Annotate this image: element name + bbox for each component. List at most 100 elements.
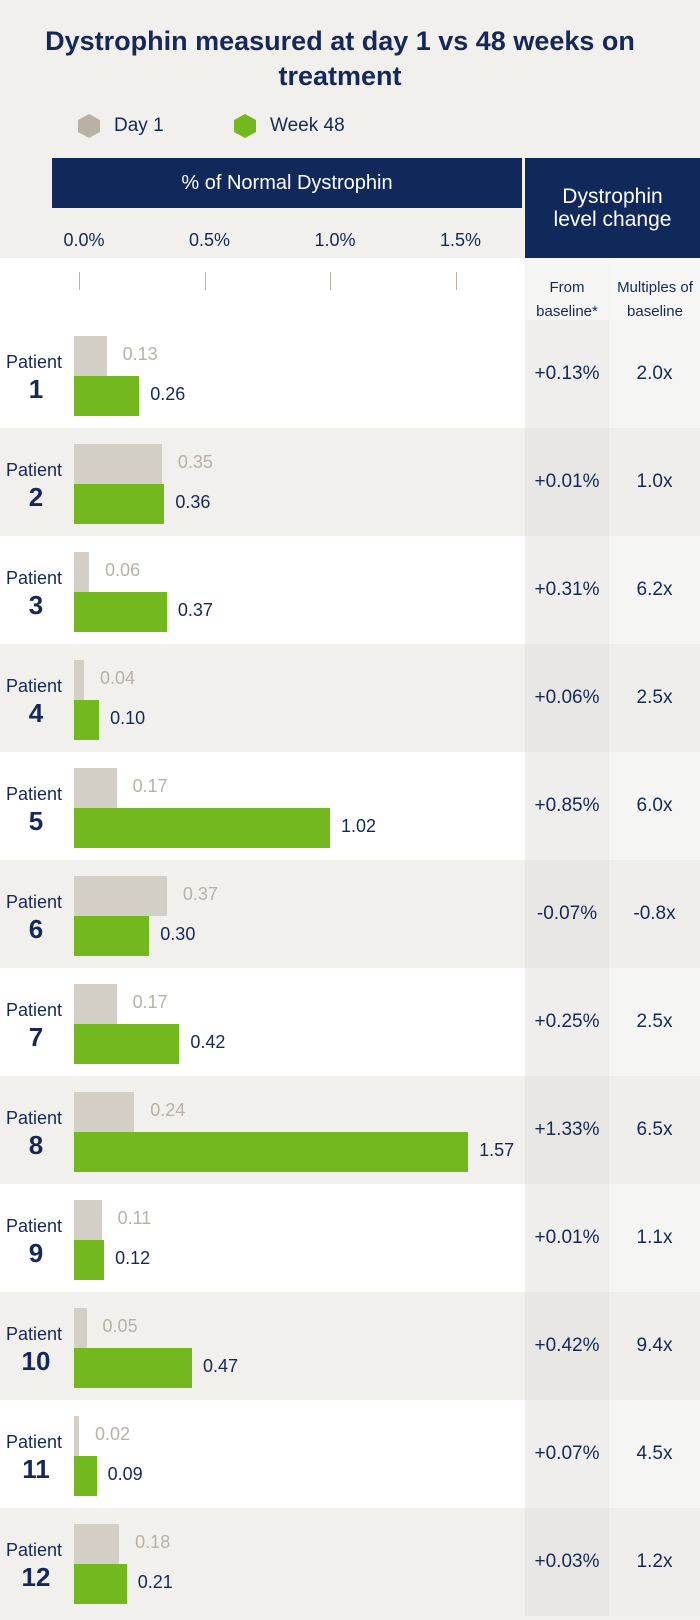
chart-header: % of Normal Dystrophin xyxy=(52,158,522,208)
bar-day1 xyxy=(74,444,162,484)
patient-row: Patient 1 0.13 0.26 +0.13% 2.0x xyxy=(0,320,700,428)
row-band-multiple xyxy=(609,1076,700,1184)
x-tick-mark xyxy=(204,272,206,290)
patient-number: 7 xyxy=(28,1022,44,1052)
subheader-band-from xyxy=(525,258,609,320)
row-band-from xyxy=(525,1400,609,1508)
data-label-day1: 0.35 xyxy=(177,452,213,472)
bar-day1 xyxy=(74,1308,87,1348)
patient-number: 4 xyxy=(28,698,44,728)
patient-label: Patient xyxy=(6,352,63,372)
data-label-day1: 0.17 xyxy=(132,776,168,796)
data-label-week48: 0.36 xyxy=(175,492,211,512)
row-band-multiple xyxy=(609,968,700,1076)
legend-item-week48: Week 48 xyxy=(234,114,345,138)
patient-label: Patient xyxy=(6,460,63,480)
bar-week48 xyxy=(74,1132,469,1172)
row-band-multiple xyxy=(609,1508,700,1616)
change-from-baseline: +0.06% xyxy=(534,687,600,708)
legend: Day 1 Week 48 xyxy=(0,114,520,144)
patient-number: 2 xyxy=(28,482,44,512)
x-tick-label: 1.5% xyxy=(439,230,482,250)
patient-number: 10 xyxy=(21,1346,51,1376)
subheader-band-multiples xyxy=(609,258,700,320)
bar-day1 xyxy=(74,768,117,808)
patient-number: 3 xyxy=(28,590,44,620)
subheader-from-baseline: From baseline* xyxy=(536,279,598,320)
x-tick-label: 0.5% xyxy=(188,230,231,250)
row-band-from xyxy=(525,1076,609,1184)
patient-label: Patient xyxy=(6,1108,63,1128)
patient-row: Patient 7 0.17 0.42 +0.25% 2.5x xyxy=(0,968,700,1076)
patient-label: Patient xyxy=(6,1432,63,1452)
change-from-baseline: +1.33% xyxy=(534,1119,600,1140)
data-label-week48: 0.42 xyxy=(190,1032,226,1052)
tick-band xyxy=(0,258,525,320)
legend-label-week48: Week 48 xyxy=(270,115,345,136)
change-multiple: 1.1x xyxy=(636,1227,673,1248)
change-from-baseline: -0.07% xyxy=(536,903,598,924)
change-from-baseline: +0.07% xyxy=(534,1443,600,1464)
bar-day1 xyxy=(74,984,117,1024)
data-label-week48: 0.10 xyxy=(110,708,146,728)
change-multiple: 2.0x xyxy=(636,363,673,384)
patient-number: 11 xyxy=(22,1454,50,1484)
change-multiple: 6.0x xyxy=(636,795,673,816)
bar-week48 xyxy=(74,700,100,740)
legend-label-day1: Day 1 xyxy=(114,115,164,136)
chart-header-label: % of Normal Dystrophin xyxy=(181,171,393,194)
row-band-from xyxy=(525,1292,609,1400)
data-label-day1: 0.37 xyxy=(182,884,218,904)
change-multiple: -0.8x xyxy=(633,903,676,924)
bar-week48 xyxy=(74,1024,180,1064)
patient-label: Patient xyxy=(6,1324,63,1344)
bar-day1 xyxy=(74,1092,135,1132)
patient-row: Patient 5 0.17 1.02 +0.85% 6.0x xyxy=(0,752,700,860)
data-label-day1: 0.13 xyxy=(122,344,158,364)
patient-label: Patient xyxy=(6,1216,63,1236)
row-band-multiple xyxy=(609,536,700,644)
data-label-week48: 0.37 xyxy=(177,600,213,620)
patient-row: Patient 2 0.35 0.36 +0.01% 1.0x xyxy=(0,428,700,536)
patient-label: Patient xyxy=(6,1000,63,1020)
patient-label: Patient xyxy=(6,784,63,804)
patient-label: Patient xyxy=(6,676,63,696)
bar-day1 xyxy=(74,660,85,700)
patient-row: Patient 8 0.24 1.57 +1.33% 6.5x xyxy=(0,1076,700,1184)
row-band-multiple xyxy=(609,644,700,752)
bar-week48 xyxy=(74,1564,127,1604)
bar-day1 xyxy=(74,1200,102,1240)
patient-number: 9 xyxy=(28,1238,44,1268)
patient-row: Patient 9 0.11 0.12 +0.01% 1.1x xyxy=(0,1184,700,1292)
x-tick-label: 1.0% xyxy=(314,230,356,250)
row-band-multiple xyxy=(609,1292,700,1400)
bar-day1 xyxy=(74,336,107,376)
change-multiple: 2.5x xyxy=(636,1011,673,1032)
data-label-week48: 0.21 xyxy=(137,1572,173,1592)
patient-label: Patient xyxy=(6,568,63,588)
patient-label: Patient xyxy=(6,1540,63,1560)
legend-item-day1: Day 1 xyxy=(78,114,164,138)
data-label-week48: 1.57 xyxy=(479,1140,515,1160)
data-label-week48: 0.09 xyxy=(107,1464,143,1484)
change-multiple: 6.5x xyxy=(636,1119,673,1140)
bar-week48 xyxy=(74,1456,97,1496)
row-band-from xyxy=(525,428,609,536)
patient-number: 6 xyxy=(28,914,44,944)
bar-week48 xyxy=(74,1348,192,1388)
row-band-multiple xyxy=(609,752,700,860)
change-from-baseline: +0.03% xyxy=(534,1551,600,1572)
bar-week48 xyxy=(74,916,150,956)
data-label-day1: 0.02 xyxy=(95,1424,131,1444)
bar-day1 xyxy=(74,552,90,592)
bar-day1 xyxy=(74,1416,80,1456)
row-band-from xyxy=(525,536,609,644)
row-band-from xyxy=(525,644,609,752)
subheader-multiples: Multiples of baseline xyxy=(617,279,693,320)
data-label-day1: 0.05 xyxy=(102,1316,138,1336)
x-tick-mark xyxy=(79,272,80,290)
change-from-baseline: +0.31% xyxy=(534,579,600,600)
chart-title: Dystrophin measured at day 1 vs 48 weeks… xyxy=(45,26,635,91)
row-band-multiple xyxy=(609,1184,700,1292)
data-label-week48: 0.30 xyxy=(160,924,196,944)
